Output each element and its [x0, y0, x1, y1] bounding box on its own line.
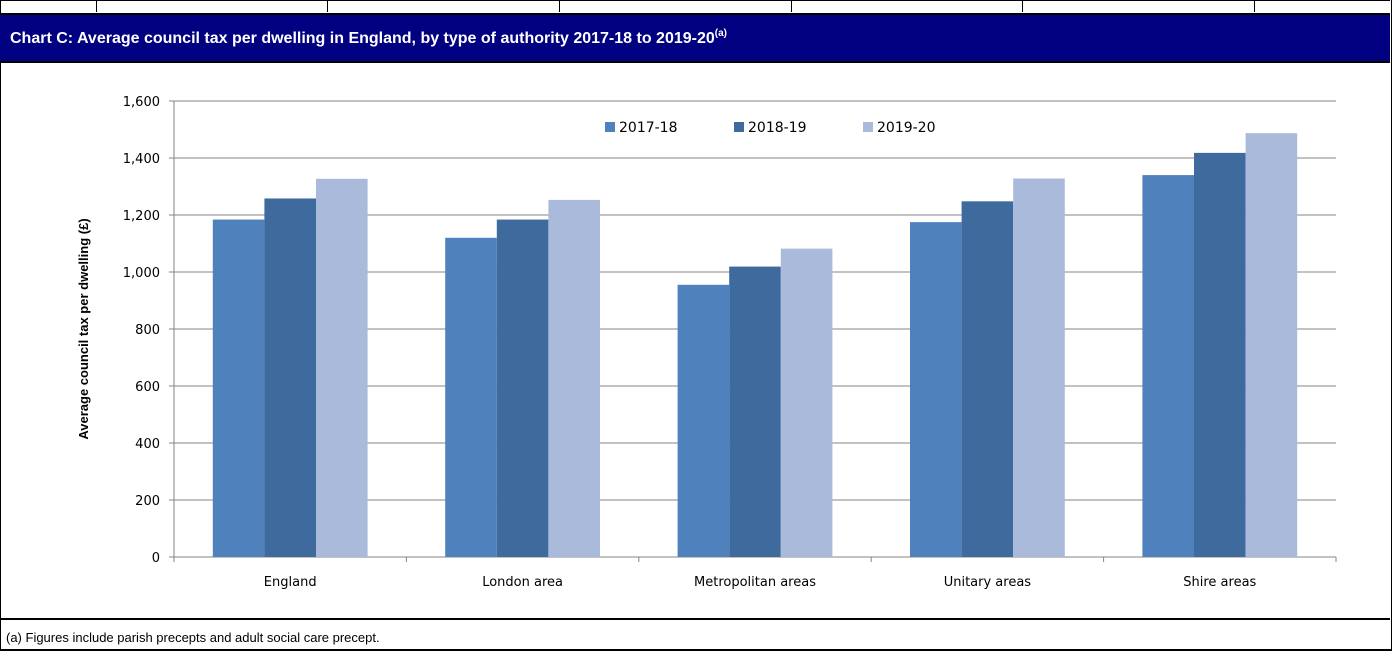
bar-2019-20-shire-areas: [1245, 133, 1298, 557]
bar-2018-19-metropolitan-areas: [729, 266, 781, 557]
legend-swatch: [605, 122, 615, 132]
chart-title-superscript: (a): [714, 28, 727, 39]
title-bar: Chart C: Average council tax per dwellin…: [0, 13, 1390, 63]
column-divider: [96, 1, 97, 12]
legend-swatch: [734, 122, 744, 132]
legend-label: 2017-18: [619, 120, 678, 136]
x-category-label: Metropolitan areas: [694, 575, 816, 590]
x-category-label: Shire areas: [1183, 575, 1256, 590]
chart-area: 0 200 400 600 800 1,000 1,200 1,400 1,600 Average…: [0, 63, 1390, 618]
y-tick-label: 1,400: [123, 152, 160, 167]
chart-title-text: Chart C: Average council tax per dwellin…: [10, 30, 715, 47]
y-tick-label: 400: [135, 437, 160, 452]
legend-swatch: [863, 122, 873, 132]
footnote: (a) Figures include parish precepts and …: [6, 630, 380, 645]
bar-2018-19-london-area: [496, 219, 549, 557]
y-axis-label: Average council tax per dwelling (£): [76, 218, 91, 439]
column-divider: [791, 1, 792, 12]
column-divider: [327, 1, 328, 12]
bar-2019-20-unitary-areas: [1013, 178, 1065, 557]
column-divider: [1254, 1, 1255, 12]
y-tick-label: 1,200: [123, 209, 160, 224]
y-tick-label: 600: [135, 380, 160, 395]
bar-2018-19-unitary-areas: [961, 201, 1014, 557]
bar-2019-20-england: [316, 178, 368, 557]
y-tick-label: 200: [135, 494, 160, 509]
bar-2017-18-england: [212, 219, 265, 557]
sheet-header-row: [0, 0, 1390, 13]
bar-2017-18-shire-areas: [1142, 175, 1194, 557]
y-tick-label: 0: [152, 551, 160, 566]
bar-2019-20-metropolitan-areas: [780, 248, 833, 557]
y-tick-label: 800: [135, 323, 160, 338]
chart-title: Chart C: Average council tax per dwellin…: [10, 28, 727, 48]
legend-label: 2019-20: [877, 120, 936, 136]
bar-2017-18-unitary-areas: [910, 222, 962, 557]
column-divider: [1022, 1, 1023, 12]
x-category-label: Unitary areas: [944, 575, 1032, 590]
column-divider: [559, 1, 560, 12]
bar-2018-19-england: [264, 198, 316, 557]
y-tick-label: 1,600: [123, 95, 160, 110]
bar-2017-18-london-area: [445, 237, 497, 558]
x-category-label: England: [264, 575, 317, 590]
x-category-label: London area: [482, 575, 563, 590]
bar-2018-19-shire-areas: [1194, 152, 1246, 557]
footnote-separator: [0, 618, 1390, 620]
legend-label: 2018-19: [748, 120, 807, 136]
y-tick-label: 1,000: [123, 266, 160, 281]
bottom-rule: [0, 649, 1392, 651]
bar-2019-20-london-area: [548, 199, 600, 557]
bar-chart: 0 200 400 600 800 1,000 1,200 1,400 1,600 Average…: [76, 95, 1337, 590]
bar-2017-18-metropolitan-areas: [677, 284, 730, 557]
